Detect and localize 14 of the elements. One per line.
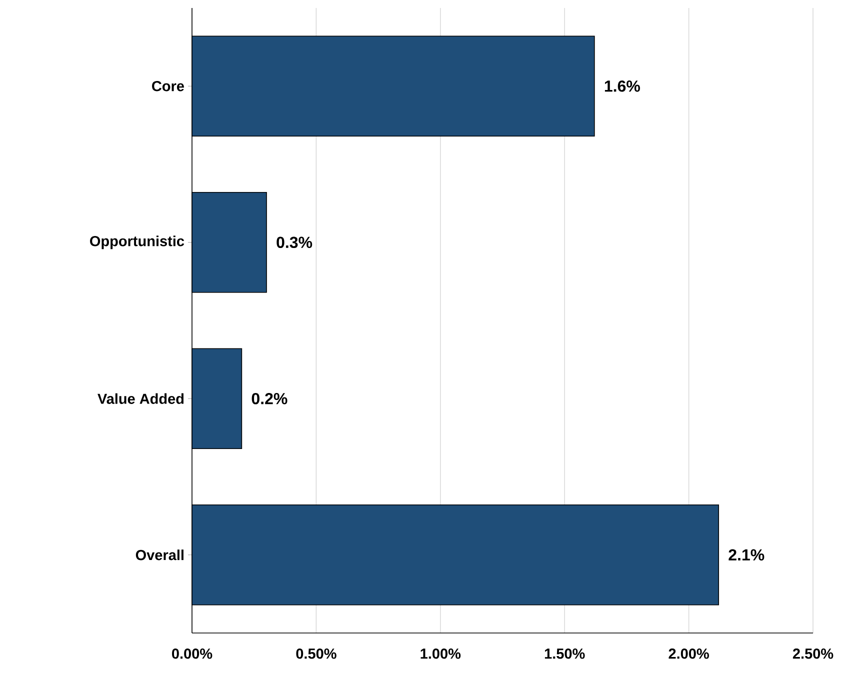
data-label: 2.1% — [728, 549, 764, 561]
x-tick-label: 0.00% — [172, 648, 212, 659]
y-tick-label: Value Added — [98, 393, 184, 404]
y-tick-label: Core — [152, 80, 184, 92]
x-tick-label: 2.00% — [668, 648, 709, 659]
data-label: 0.2% — [252, 392, 288, 404]
x-tick-label: 0.50% — [296, 648, 336, 659]
y-tick-label: Opportunistic — [90, 236, 184, 250]
x-tick-label: 1.00% — [420, 648, 461, 659]
y-tick-label: Overall — [136, 550, 184, 560]
data-label: 0.3% — [276, 236, 312, 248]
data-label: 1.6% — [604, 80, 640, 92]
x-tick-label: 1.50% — [544, 648, 585, 659]
x-tick-label: 2.50% — [792, 648, 834, 659]
